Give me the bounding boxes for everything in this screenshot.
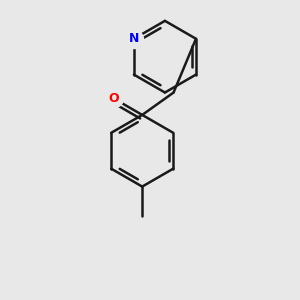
Text: O: O xyxy=(109,92,119,105)
Text: N: N xyxy=(129,32,139,45)
